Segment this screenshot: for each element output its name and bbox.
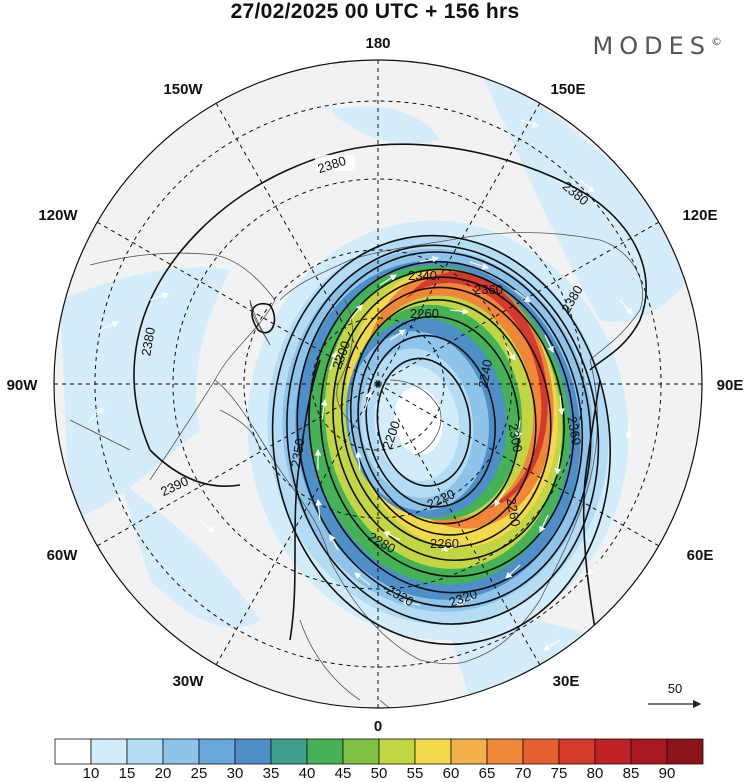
colorbar-tick-label: 40 (298, 765, 316, 782)
lon-label-180: 180 (365, 35, 390, 52)
lon-label-120w: 120W (38, 207, 78, 224)
lon-label-150e: 150E (550, 81, 585, 98)
jet-stream-shading (247, 220, 629, 640)
colorbar-swatch (666, 738, 704, 765)
colorbar-swatch (162, 738, 200, 765)
colorbar-swatch (90, 738, 128, 765)
colorbar-tick-label: 50 (370, 765, 388, 782)
contour-label: 2360 (564, 415, 584, 446)
colorbar-tick-label: 90 (658, 765, 676, 782)
lon-label-30w: 30W (173, 673, 205, 690)
colorbar-tick-label: 35 (262, 765, 280, 782)
wind-vectors (89, 119, 651, 663)
colorbar-tick-label: 55 (406, 765, 424, 782)
colorbar-tick-label: 45 (334, 765, 352, 782)
colorbar-tick-label: 70 (514, 765, 532, 782)
colorbar-swatch (306, 738, 344, 765)
contour-label: 2260 (410, 306, 439, 321)
longitude-labels: 180 150E 120E 90E 60E 30E 0 30W 60W 90W … (7, 35, 744, 735)
brand-mark: © (711, 35, 722, 48)
contour-label: 2260 (430, 536, 459, 551)
colorbar-tick-label: 65 (478, 765, 496, 782)
lon-label-150w: 150W (163, 81, 203, 98)
brand-name: MODES (592, 32, 711, 60)
colorbar-tick-label: 80 (586, 765, 604, 782)
colorbar-tick-label: 10 (82, 765, 100, 782)
colorbar-tick-label: 85 (622, 765, 640, 782)
contour-labels: 2380 2380 2380 2380 2390 2360 2360 2340 … (138, 153, 591, 610)
contour-label: 2300 (506, 422, 526, 453)
colorbar (54, 738, 704, 765)
lon-label-120e: 120E (682, 207, 717, 224)
colorbar-swatch (378, 738, 416, 765)
contour-label: 2340 (408, 268, 437, 283)
globe-outline (53, 59, 703, 709)
colorbar-swatch (522, 738, 560, 765)
brand-logo: MODES© (593, 32, 722, 60)
colorbar-tick-label: 20 (154, 765, 172, 782)
contour-label: 2360 (474, 282, 503, 297)
colorbar-swatch (558, 738, 596, 765)
reference-vector: 50 (648, 681, 702, 709)
colorbar-swatch (486, 738, 524, 765)
lon-label-90w: 90W (7, 377, 39, 394)
colorbar-tick-label: 75 (550, 765, 568, 782)
colorbar-swatch (342, 738, 380, 765)
lon-label-0: 0 (374, 718, 382, 735)
contour-label: 2260 (504, 497, 524, 528)
colorbar-tick-label: 30 (226, 765, 244, 782)
contour-label: 2240 (475, 358, 495, 389)
colorbar-tick-label: 25 (190, 765, 208, 782)
colorbar-swatch (126, 738, 164, 765)
colorbar-swatch (270, 738, 308, 765)
map-title: 27/02/2025 00 UTC + 156 hrs (230, 0, 520, 23)
colorbar-swatch (198, 738, 236, 765)
lon-label-60e: 60E (687, 547, 714, 564)
colorbar-swatch (234, 738, 272, 765)
reference-vector-label: 50 (668, 681, 682, 696)
colorbar-swatch (450, 738, 488, 765)
colorbar-swatch (630, 738, 668, 765)
contour-label: 2380 (138, 326, 158, 357)
contour-label: 2350 (288, 437, 308, 468)
colorbar-tick-label: 15 (118, 765, 136, 782)
lon-label-60w: 60W (47, 547, 79, 564)
lon-label-30e: 30E (553, 673, 580, 690)
lon-label-90e: 90E (717, 377, 744, 394)
colorbar-swatch (414, 738, 452, 765)
colorbar-swatch (54, 738, 92, 765)
colorbar-swatch (594, 738, 632, 765)
geopotential-contours (133, 143, 647, 661)
colorbar-tick-label: 60 (442, 765, 460, 782)
